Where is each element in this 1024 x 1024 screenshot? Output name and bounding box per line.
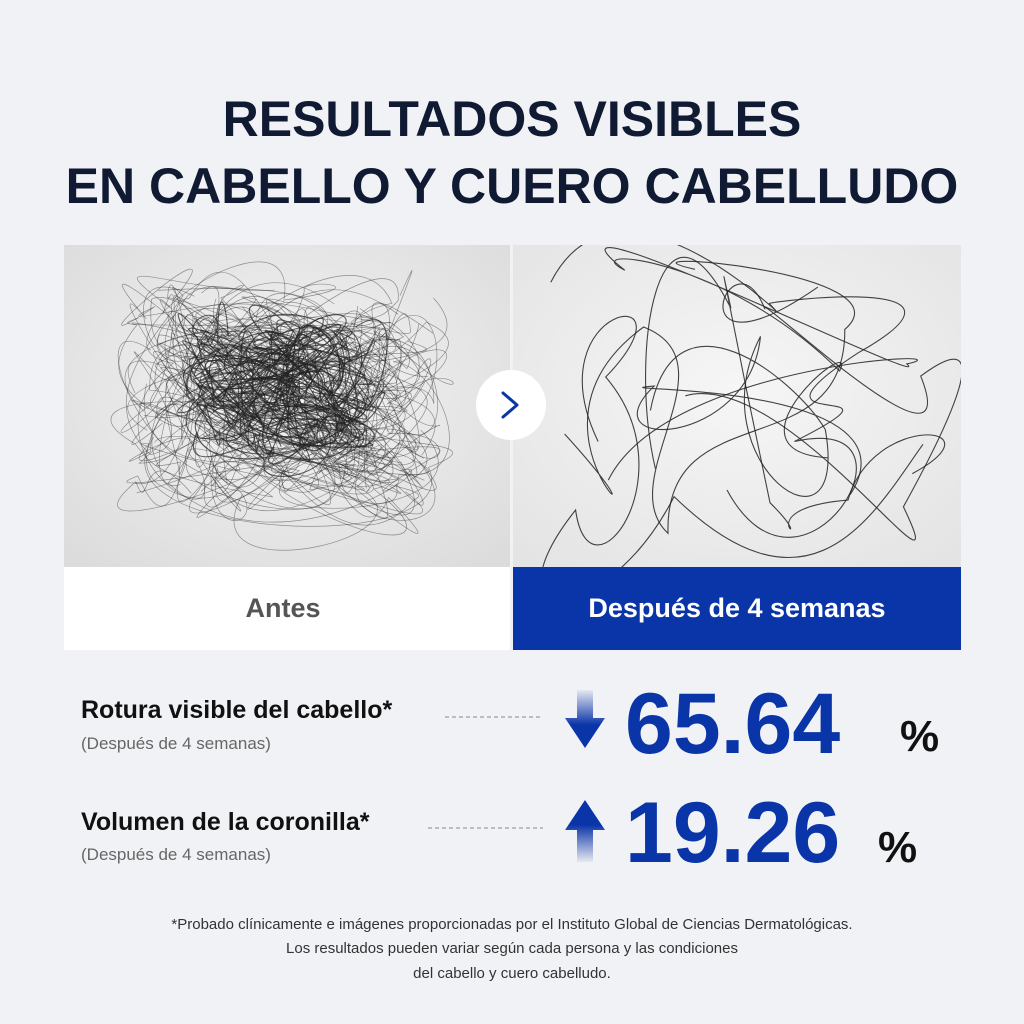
- hair-strand: [131, 331, 417, 458]
- hair-strand: [177, 333, 319, 438]
- hair-strand: [542, 315, 924, 567]
- hair-loose: [542, 245, 961, 567]
- title-line: RESULTADOS VISIBLES: [223, 91, 802, 147]
- hair-strand: [251, 326, 361, 434]
- hair-strand: [230, 323, 342, 436]
- hair-strand: [216, 372, 371, 460]
- stat-label: Volumen de la coronilla*: [81, 808, 370, 836]
- hair-strand: [685, 283, 961, 541]
- down-arrow: [565, 690, 605, 748]
- hair-strand: [239, 359, 374, 436]
- stat-label: Rotura visible del cabello*: [81, 696, 392, 724]
- hair-strand: [193, 359, 369, 460]
- hair-strand: [239, 314, 347, 426]
- title-line: EN CABELLO Y CUERO CABELLUDO: [66, 158, 959, 214]
- hair-strand: [311, 357, 366, 452]
- footnote: *Probado clínicamente e imágenes proporc…: [171, 916, 852, 933]
- hair-strand: [217, 321, 449, 443]
- hair-dense: [110, 261, 454, 551]
- hair-strand: [146, 275, 393, 499]
- hair-strand: [564, 260, 855, 535]
- stat-value: 19.26: [625, 785, 840, 881]
- after-label: Después de 4 semanas: [588, 593, 885, 623]
- stat-unit: %: [878, 823, 917, 872]
- stat-note: (Después de 4 semanas): [81, 734, 271, 753]
- hair-strand: [126, 385, 441, 507]
- footnote: del cabello y cuero cabelludo.: [413, 965, 611, 982]
- hair-strand: [196, 319, 388, 461]
- hair-strand: [645, 256, 946, 530]
- hair-strand: [167, 284, 420, 475]
- hair-strand: [136, 275, 361, 493]
- hair-strand: [193, 330, 294, 454]
- up-arrow: [565, 800, 605, 862]
- hair-strand: [604, 247, 918, 481]
- hair-strand: [156, 344, 241, 472]
- hair-strand: [200, 329, 375, 451]
- hair-strand: [151, 317, 440, 521]
- footnote: Los resultados pueden variar según cada …: [286, 940, 738, 957]
- hair-strand: [550, 245, 906, 538]
- hair-strand: [169, 278, 399, 488]
- before-label-box: [64, 567, 510, 650]
- after-image: [513, 245, 961, 567]
- hair-strand: [150, 283, 336, 502]
- compare-arrow[interactable]: [476, 370, 546, 440]
- hair-strand: [195, 333, 331, 478]
- hair-strand: [198, 330, 351, 413]
- hair-strand: [195, 330, 346, 440]
- hair-strand: [137, 261, 424, 515]
- hair-strand: [110, 323, 420, 514]
- before-label: Antes: [245, 593, 320, 623]
- hair-strand: [209, 340, 340, 444]
- chevron: [501, 391, 519, 419]
- after-label-box: [513, 567, 961, 650]
- arrow-circle: [476, 370, 546, 440]
- stat-note: (Después de 4 semanas): [81, 845, 271, 864]
- hair-strand: [188, 327, 355, 400]
- stat-unit: %: [900, 712, 939, 761]
- hair-strand: [223, 321, 327, 375]
- hair-strand: [143, 286, 441, 476]
- hair-strand: [636, 336, 862, 497]
- stat-value: 65.64: [625, 676, 840, 772]
- hair-strand: [181, 282, 374, 510]
- hair-strand: [121, 268, 434, 358]
